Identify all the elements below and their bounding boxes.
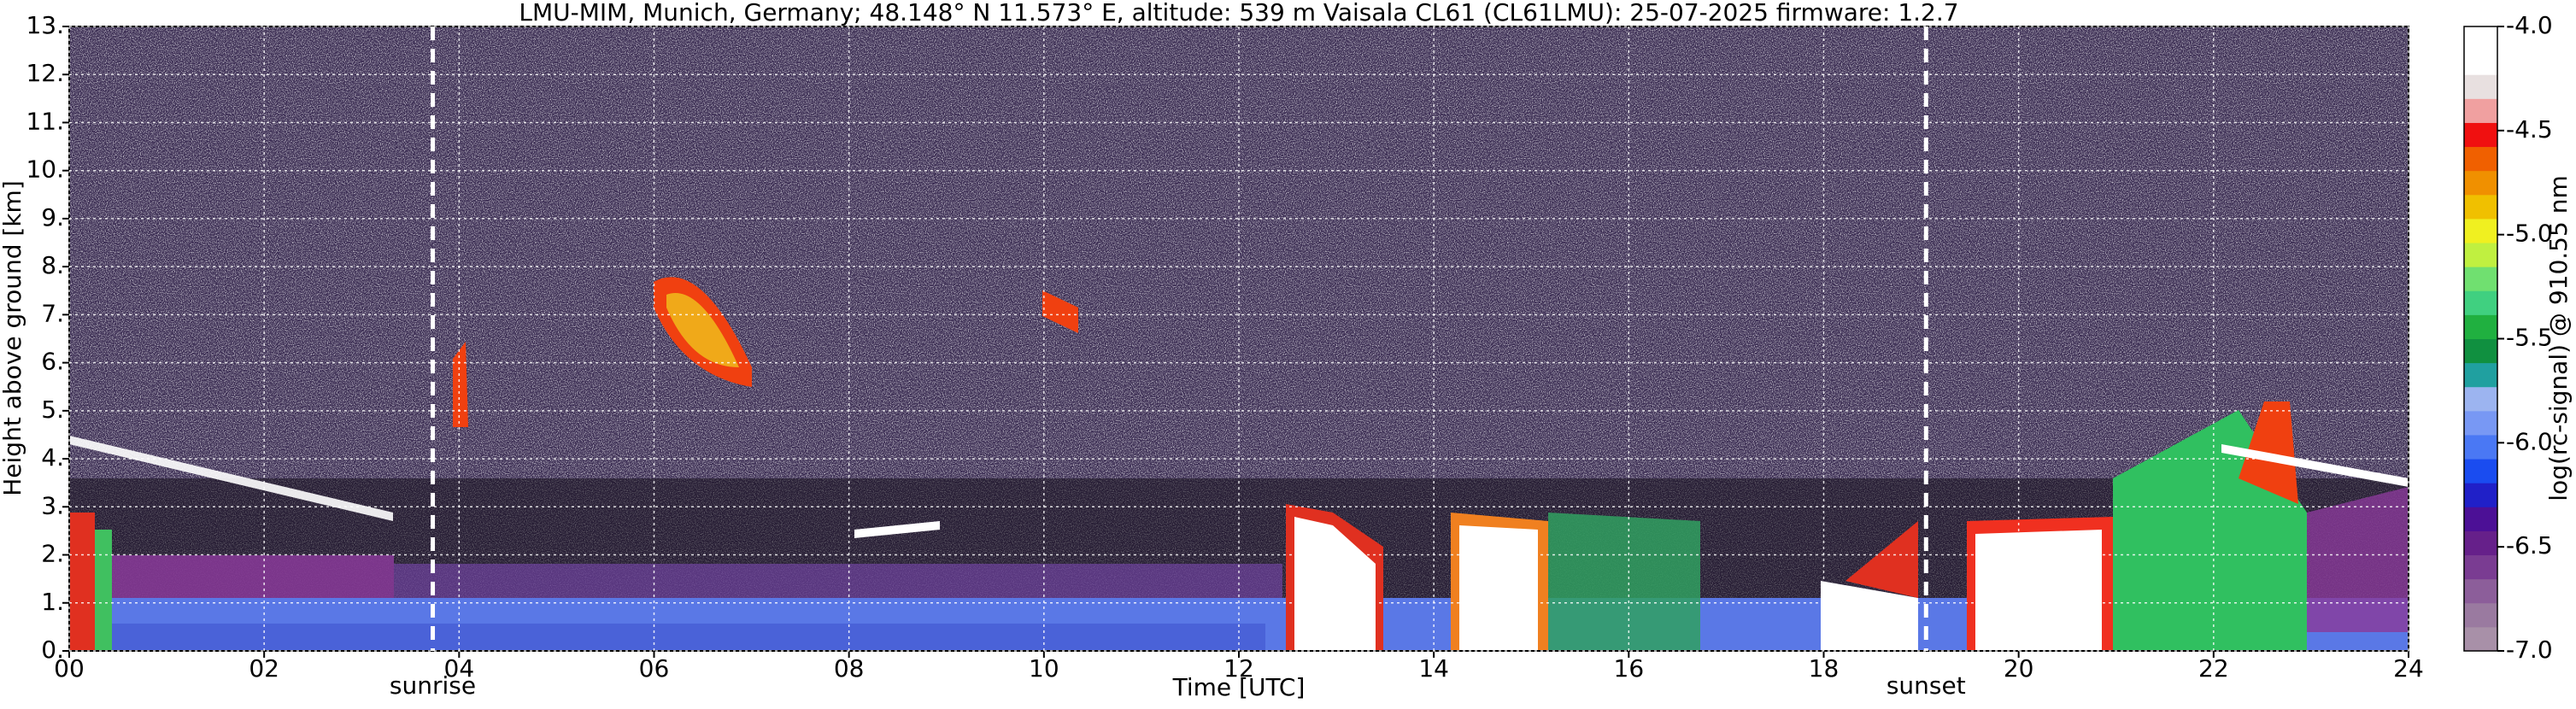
colorbar-tick-label: -5.5 — [2506, 324, 2553, 352]
colorbar-swatch — [2464, 98, 2497, 123]
x-axis-label: Time [UTC] — [1172, 673, 1306, 701]
y-tick-label: 9. — [41, 203, 64, 231]
colorbar-tick-label: -4.5 — [2506, 115, 2553, 144]
x-tick-label: 16 — [1614, 654, 1645, 683]
y-tick-label: 1. — [41, 588, 64, 616]
y-tick-label: 13. — [26, 11, 64, 39]
colorbar-swatch — [2464, 74, 2497, 99]
colorbar-swatch — [2464, 602, 2497, 628]
y-tick-label: 6. — [41, 348, 64, 376]
x-tick-label: 06 — [639, 654, 670, 683]
colorbar-swatch — [2464, 50, 2497, 75]
colorbar-swatch — [2464, 218, 2497, 243]
colorbar-swatch — [2464, 507, 2497, 531]
annotation-label: sunset — [1887, 671, 1966, 700]
colorbar-tick-label: -4.0 — [2506, 11, 2553, 39]
x-tick-label: 22 — [2198, 654, 2229, 683]
y-tick-label: 5. — [41, 396, 64, 424]
colorbar-swatch — [2464, 243, 2497, 267]
colorbar-swatch — [2464, 338, 2497, 364]
y-tick-label: 8. — [41, 251, 64, 279]
x-tick-label: 02 — [249, 654, 279, 683]
colorbar-swatch — [2464, 267, 2497, 291]
y-tick-label: 11. — [26, 107, 64, 135]
colorbar-swatch — [2464, 290, 2497, 315]
colorbar-swatch — [2464, 410, 2497, 436]
x-tick-label: 20 — [2004, 654, 2034, 683]
colorbar-tick-label: -6.0 — [2506, 427, 2553, 455]
y-tick-label: 2. — [41, 540, 64, 568]
colorbar-swatch — [2464, 362, 2497, 388]
colorbar-swatch — [2464, 626, 2497, 652]
colorbar-swatch — [2464, 386, 2497, 412]
x-tick-label: 08 — [834, 654, 865, 683]
x-tick-label: 24 — [2393, 654, 2424, 683]
colorbar-swatch — [2464, 554, 2497, 580]
x-tick-label: 10 — [1029, 654, 1059, 683]
y-tick-label: 4. — [41, 443, 64, 472]
colorbar-swatch — [2464, 194, 2497, 220]
x-tick-label: 12 — [1223, 654, 1254, 683]
colorbar-swatch — [2464, 314, 2497, 339]
y-tick-label: 7. — [41, 299, 64, 327]
colorbar-swatch — [2464, 459, 2497, 483]
colorbar-swatch — [2464, 26, 2497, 51]
annotation-label: sunrise — [390, 671, 476, 700]
x-tick-label: 00 — [54, 654, 85, 683]
y-axis-label: Height above ground [km] — [0, 180, 26, 496]
y-tick-label: 3. — [41, 491, 64, 519]
y-tick-label: 12. — [26, 59, 64, 87]
colorbar-swatch — [2464, 122, 2497, 148]
x-tick-label: 18 — [1809, 654, 1840, 683]
colorbar-swatch — [2464, 146, 2497, 172]
colorbar-label: log(rc-signal) @ 910.55 nm — [2544, 175, 2573, 501]
y-tick-label: 10. — [26, 155, 64, 184]
colorbar-swatch — [2464, 530, 2497, 556]
colorbar-swatch — [2464, 434, 2497, 460]
colorbar-swatch — [2464, 578, 2497, 604]
x-tick-label: 04 — [444, 654, 475, 683]
chart-title: LMU-MIM, Munich, Germany; 48.148° N 11.5… — [519, 0, 1958, 26]
colorbar-tick-label: -5.0 — [2506, 220, 2553, 248]
y-tick-label: 0. — [41, 636, 64, 664]
colorbar-tick-label: -6.5 — [2506, 531, 2553, 560]
colorbar-tick-label: -7.0 — [2506, 636, 2553, 664]
colorbar-swatch — [2464, 483, 2497, 507]
x-tick-label: 14 — [1418, 654, 1449, 683]
colorbar-swatch — [2464, 170, 2497, 196]
